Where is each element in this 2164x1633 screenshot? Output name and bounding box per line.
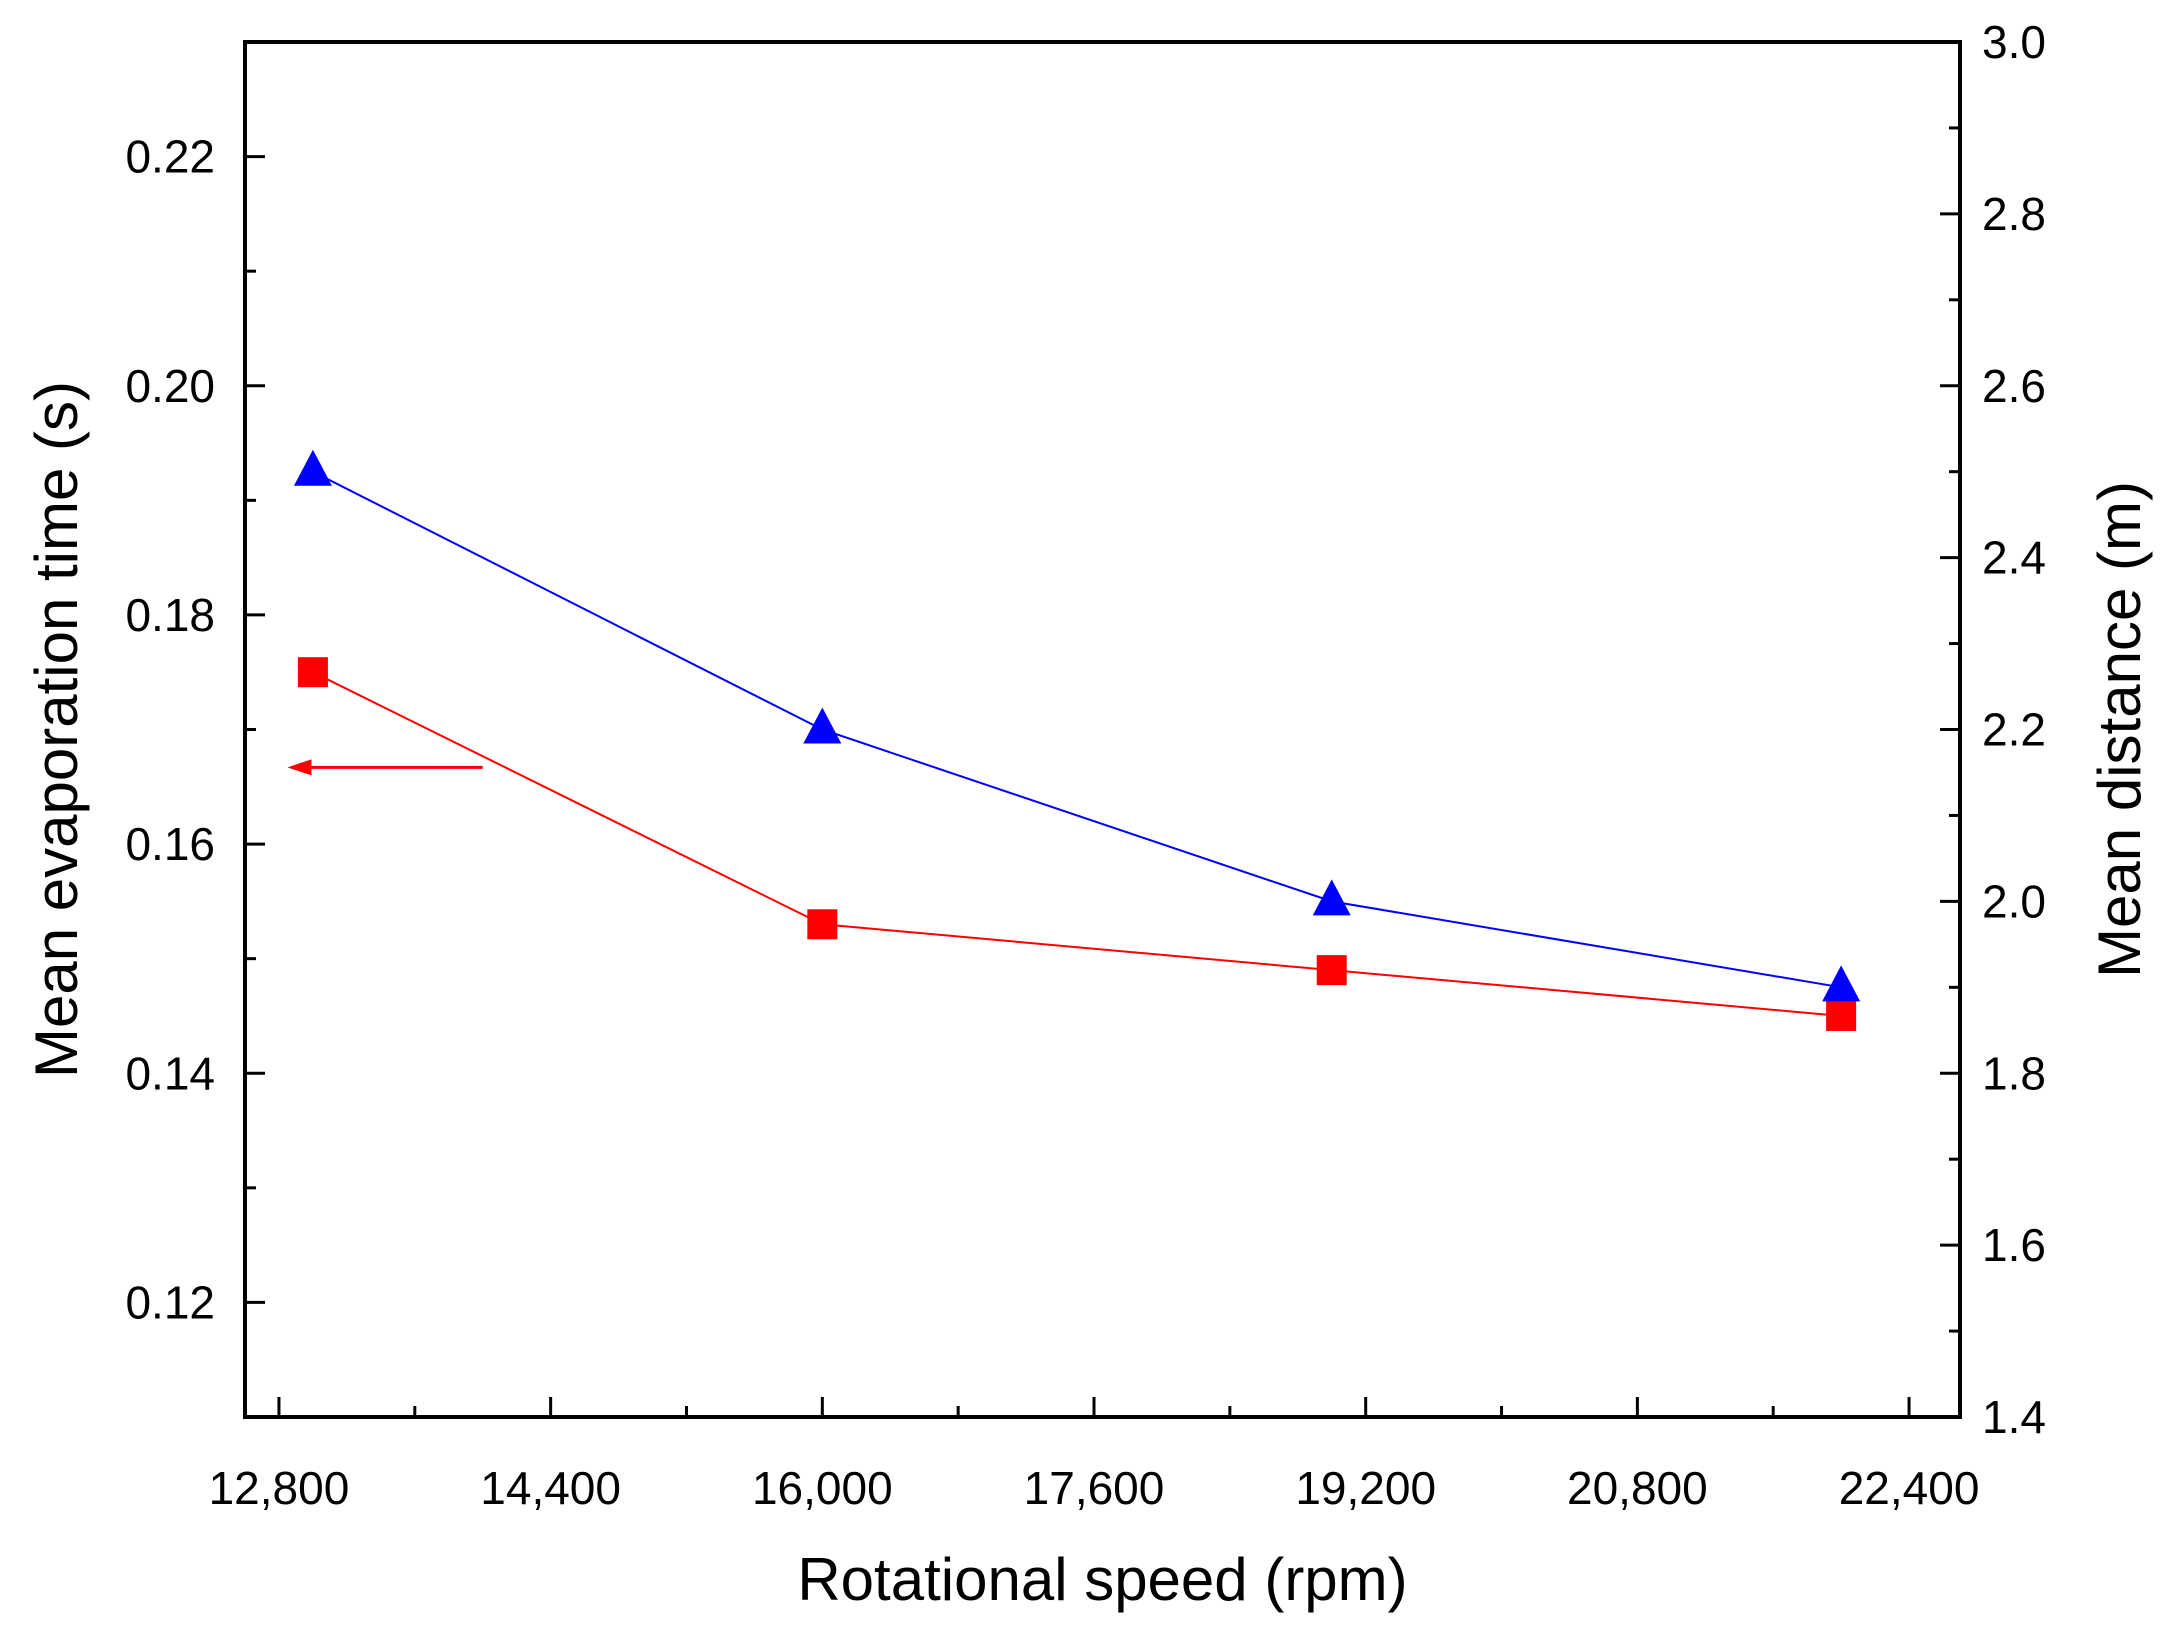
- left-y-tick-label: 0.16: [125, 818, 215, 870]
- x-tick-label: 20,800: [1567, 1462, 1708, 1514]
- data-point-square: [1826, 1000, 1857, 1031]
- x-tick-label: 17,600: [1024, 1462, 1165, 1514]
- axis-arrow-head: [287, 759, 312, 776]
- left-y-axis-title: Mean evaporation time (s): [23, 381, 90, 1078]
- series-line-triangle: [312, 470, 1842, 989]
- data-point-square: [297, 657, 328, 688]
- left-y-tick-label: 0.20: [125, 360, 215, 412]
- plot-frame: [243, 40, 1962, 1419]
- x-tick-label: 12,800: [209, 1462, 350, 1514]
- data-point-triangle: [293, 449, 332, 486]
- data-point-triangle: [1822, 965, 1861, 1002]
- chart-marks: [287, 449, 1861, 1031]
- x-tick-label: 22,400: [1839, 1462, 1980, 1514]
- right-y-tick-label: 1.8: [1982, 1047, 2046, 1099]
- right-y-tick-label: 2.8: [1982, 188, 2046, 240]
- series-line-square: [312, 671, 1842, 1017]
- right-y-tick-label: 1.4: [1982, 1391, 2046, 1443]
- x-tick-label: 16,000: [752, 1462, 893, 1514]
- data-point-triangle: [1312, 879, 1351, 916]
- data-point-square: [807, 909, 838, 940]
- x-tick-label: 19,200: [1295, 1462, 1436, 1514]
- left-y-tick-label: 0.14: [125, 1047, 215, 1099]
- left-y-tick-label: 0.22: [125, 131, 215, 183]
- right-y-tick-label: 3.0: [1982, 16, 2046, 68]
- data-point-triangle: [803, 707, 842, 744]
- x-tick-label: 14,400: [480, 1462, 621, 1514]
- axis-ticks: 12,800 14,400 16,000 17,600 19,200 20,800 22,4…: [125, 16, 2045, 1514]
- right-y-tick-label: 2.6: [1982, 360, 2046, 412]
- right-y-tick-label: 2.4: [1982, 532, 2046, 584]
- left-y-tick-label: 0.18: [125, 589, 215, 641]
- right-y-tick-label: 2.0: [1982, 875, 2046, 927]
- right-y-tick-label: 2.2: [1982, 704, 2046, 756]
- x-axis-title: Rotational speed (rpm): [797, 1546, 1407, 1613]
- right-y-tick-label: 1.6: [1982, 1219, 2046, 1271]
- data-point-square: [1316, 955, 1347, 986]
- left-y-tick-label: 0.12: [125, 1276, 215, 1328]
- right-y-axis-title: Mean distance (m): [2086, 481, 2153, 978]
